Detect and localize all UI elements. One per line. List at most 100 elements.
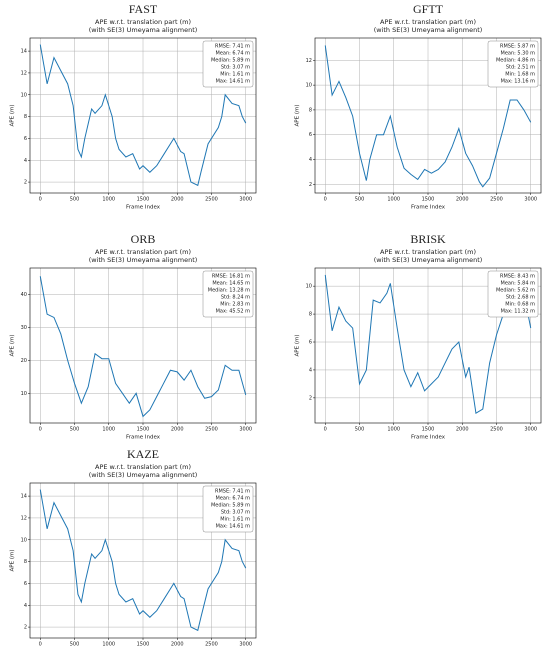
x-tick-label: 500	[355, 197, 365, 203]
line	[39, 44, 247, 187]
x-tick-label: 0	[39, 642, 42, 647]
y-tick-label: 2	[24, 625, 27, 631]
y-tick-label: 2	[309, 182, 312, 188]
plot-frame	[314, 267, 542, 424]
y-tick-label: 4	[24, 158, 27, 164]
x-tick-label: 2500	[205, 427, 218, 433]
stats-line: Median: 5.62 m	[496, 288, 535, 294]
y-tick-label: 6	[24, 581, 27, 587]
panel-heading: BRISK	[410, 232, 446, 246]
x-tick-label: 500	[355, 427, 365, 433]
stats-line: Median: 4.86 m	[496, 58, 535, 64]
y-axis-label: APE (m)	[10, 550, 16, 572]
chart-subtitle: (with SE(3) Umeyama alignment)	[89, 256, 198, 264]
stats-line: RMSE: 8.43 m	[500, 274, 535, 280]
chart-subtitle: (with SE(3) Umeyama alignment)	[374, 256, 483, 264]
chart-title: APE w.r.t. translation part (m)	[95, 248, 191, 256]
y-axis-label: APE (m)	[10, 335, 16, 357]
panel-heading: FAST	[129, 2, 158, 16]
x-axis-label: Frame Index	[126, 205, 161, 211]
x-tick-label: 1000	[102, 427, 115, 433]
chart-subtitle: (with SE(3) Umeyama alignment)	[374, 26, 483, 34]
y-axis-label: APE (m)	[295, 105, 301, 127]
x-tick-label: 1000	[102, 642, 115, 647]
x-tick-label: 0	[324, 427, 327, 433]
y-tick-label: 40	[21, 292, 27, 298]
x-tick-label: 500	[70, 427, 80, 433]
x-tick-label: 3000	[524, 427, 537, 433]
x-tick-label: 0	[39, 427, 42, 433]
stats-line: Max: 11.32 m	[501, 309, 536, 315]
panel-heading: GFTT	[413, 2, 444, 16]
stats-line: Mean: 6.74 m	[216, 51, 251, 57]
stats-line: Std: 2.68 m	[506, 295, 535, 301]
panel: KAZE APE w.r.t. translation part (m)(with…	[10, 447, 257, 647]
y-tick-label: 10	[21, 391, 27, 397]
x-tick-label: 1500	[137, 642, 150, 647]
x-axis-label: Frame Index	[411, 205, 446, 211]
x-tick-label: 3000	[524, 197, 537, 203]
x-tick-label: 2500	[205, 642, 218, 647]
x-tick-label: 1500	[422, 427, 435, 433]
y-tick-label: 2	[24, 180, 27, 186]
y-tick-label: 4	[24, 603, 27, 609]
stats-box	[487, 40, 539, 88]
x-tick-label: 1500	[422, 197, 435, 203]
x-tick-label: 0	[324, 197, 327, 203]
panel: BRISK APE w.r.t. translation part (m)(wit…	[295, 232, 542, 441]
line	[39, 276, 247, 418]
y-tick-label: 8	[24, 114, 27, 120]
stats-line: Std: 3.07 m	[221, 510, 250, 516]
stats-line: Max: 13.16 m	[501, 79, 536, 85]
x-tick-label: 500	[70, 642, 80, 647]
x-tick-label: 2500	[490, 197, 503, 203]
y-tick-label: 10	[21, 537, 27, 543]
y-tick-label: 8	[309, 312, 312, 318]
y-tick-label: 30	[21, 325, 27, 331]
y-tick-label: 4	[309, 367, 312, 373]
stats-line: Min: 1.68 m	[505, 72, 535, 78]
x-tick-label: 0	[39, 197, 42, 203]
y-tick-label: 12	[21, 70, 27, 76]
y-tick-label: 14	[21, 49, 27, 55]
stats-line: Std: 3.07 m	[221, 65, 250, 71]
stats-box	[202, 270, 254, 318]
y-tick-label: 4	[309, 157, 312, 163]
stats-line: Max: 45.52 m	[216, 309, 251, 315]
stats-line: Max: 14.61 m	[216, 524, 251, 530]
plot-frame	[29, 37, 257, 194]
plot-frame	[314, 37, 542, 194]
plot-frame	[29, 267, 257, 424]
chart-title: APE w.r.t. translation part (m)	[95, 463, 191, 471]
y-tick-label: 12	[306, 58, 312, 64]
panel: FAST APE w.r.t. translation part (m)(with…	[10, 2, 257, 211]
stats-box	[487, 270, 539, 318]
stats-line: RMSE: 5.87 m	[500, 44, 535, 50]
stats-line: Mean: 14.65 m	[212, 281, 250, 287]
chart-title: APE w.r.t. translation part (m)	[95, 18, 191, 26]
plot-frame	[29, 482, 257, 639]
x-tick-label: 1500	[137, 427, 150, 433]
x-tick-label: 2000	[456, 427, 469, 433]
x-tick-label: 1000	[387, 197, 400, 203]
x-axis-label: Frame Index	[126, 435, 161, 441]
y-tick-label: 14	[21, 494, 27, 500]
x-tick-label: 1000	[387, 427, 400, 433]
x-tick-label: 3000	[239, 197, 252, 203]
stats-line: Min: 0.68 m	[505, 302, 535, 308]
stats-line: Median: 5.89 m	[211, 503, 250, 509]
line	[39, 489, 247, 632]
stats-line: Std: 2.51 m	[506, 65, 535, 71]
line	[324, 45, 532, 188]
stats-line: Median: 5.89 m	[211, 58, 250, 64]
stats-line: Max: 14.61 m	[216, 79, 251, 85]
chart-title: APE w.r.t. translation part (m)	[380, 248, 476, 256]
y-tick-label: 10	[306, 83, 312, 89]
stats-line: Median: 13.28 m	[208, 288, 250, 294]
y-tick-label: 6	[309, 132, 312, 138]
stats-line: Min: 1.61 m	[220, 517, 250, 523]
x-tick-label: 2500	[490, 427, 503, 433]
x-tick-label: 2000	[456, 197, 469, 203]
stats-line: Mean: 5.84 m	[501, 281, 536, 287]
